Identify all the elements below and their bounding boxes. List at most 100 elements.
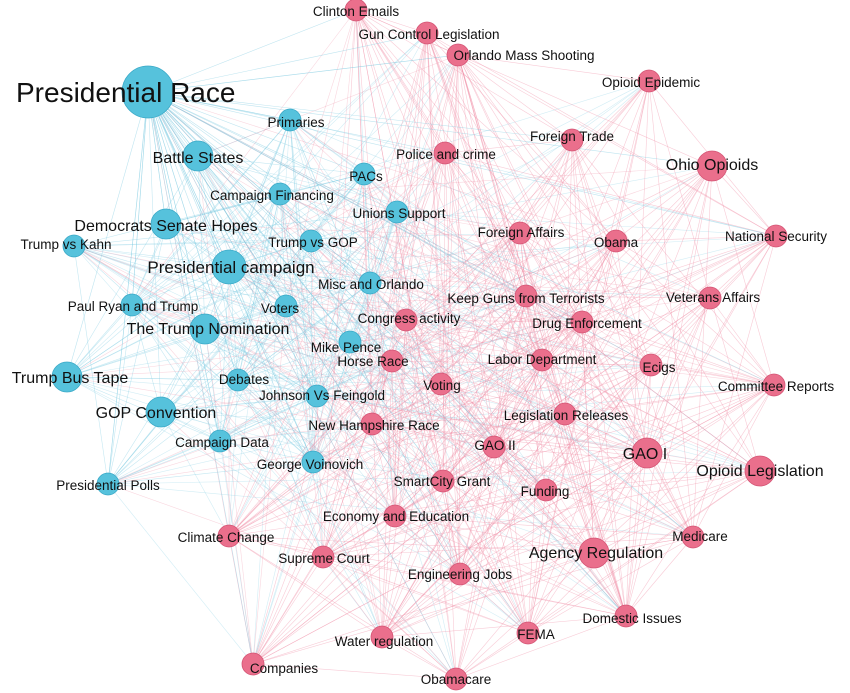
graph-edge bbox=[322, 360, 393, 558]
graph-edge bbox=[455, 470, 761, 680]
graph-edge bbox=[615, 240, 648, 454]
node-label-voting: Voting bbox=[423, 378, 461, 393]
graph-edge bbox=[457, 54, 461, 575]
graph-edge bbox=[381, 232, 521, 638]
graph-edge bbox=[381, 615, 627, 638]
graph-edge bbox=[197, 155, 324, 558]
graph-edge bbox=[285, 305, 314, 463]
node-label-ecigs: Ecigs bbox=[642, 360, 675, 375]
graph-edge bbox=[405, 319, 461, 575]
node-clinton-emails bbox=[344, 0, 368, 22]
graph-edge bbox=[455, 632, 529, 680]
graph-edge bbox=[440, 232, 521, 385]
graph-edge bbox=[289, 119, 457, 680]
graph-edge bbox=[252, 515, 396, 665]
graph-edge bbox=[107, 91, 149, 485]
graph-edge bbox=[107, 223, 167, 485]
graph-edge bbox=[252, 240, 617, 665]
graph-edge bbox=[310, 240, 314, 463]
graph-edge bbox=[527, 470, 761, 634]
graph-edge bbox=[228, 535, 457, 680]
graph-edge bbox=[363, 173, 648, 454]
node-climate-change bbox=[217, 524, 241, 548]
graph-edge bbox=[310, 32, 428, 242]
graph-edge bbox=[131, 304, 383, 638]
graph-edge bbox=[369, 282, 694, 538]
graph-edge bbox=[493, 446, 627, 617]
graph-edge bbox=[252, 297, 711, 665]
node-label-trump-vs-gop: Trump vs GOP bbox=[268, 235, 358, 250]
node-label-democrats-senate-hopes: Democrats Senate Hopes bbox=[74, 218, 257, 235]
graph-edge bbox=[197, 155, 529, 634]
graph-edge bbox=[285, 305, 373, 425]
graph-edge bbox=[394, 515, 595, 554]
node-trump-nomination bbox=[189, 313, 221, 345]
graph-edge bbox=[228, 193, 281, 537]
graph-edge bbox=[66, 119, 291, 378]
graph-edge bbox=[391, 360, 396, 517]
node-presidential-race bbox=[121, 65, 175, 119]
graph-edge bbox=[442, 139, 573, 482]
graph-edge bbox=[394, 32, 428, 517]
graph-edge bbox=[279, 193, 694, 538]
node-label-george-voinovich: George Voinovich bbox=[257, 457, 364, 472]
graph-edge bbox=[426, 32, 461, 575]
graph-edge bbox=[593, 235, 777, 554]
graph-edge bbox=[131, 304, 221, 442]
graph-edge bbox=[625, 536, 694, 617]
graph-edge bbox=[219, 440, 324, 558]
graph-edge bbox=[519, 232, 652, 366]
graph-edge bbox=[160, 364, 652, 413]
graph-edge bbox=[455, 321, 583, 680]
graph-edge bbox=[405, 232, 521, 321]
graph-edge bbox=[444, 152, 495, 448]
node-mike-pence bbox=[338, 330, 362, 354]
graph-edge bbox=[648, 80, 761, 472]
node-drug-enforcement bbox=[570, 310, 594, 334]
graph-edge bbox=[237, 379, 444, 482]
graph-edge bbox=[147, 91, 775, 386]
graph-edge bbox=[426, 32, 777, 237]
graph-edge bbox=[228, 535, 383, 638]
node-orlando-mass-shooting bbox=[446, 43, 470, 67]
node-agency-regulation bbox=[578, 537, 610, 569]
graph-edge bbox=[322, 235, 777, 558]
graph-edge bbox=[625, 297, 711, 617]
graph-edge bbox=[73, 245, 351, 343]
node-supreme-court bbox=[311, 545, 335, 569]
graph-edge bbox=[564, 413, 694, 538]
node-committee-reports bbox=[762, 373, 786, 397]
graph-edge bbox=[371, 423, 761, 472]
node-label-legislation-releases: Legislation Releases bbox=[504, 408, 629, 423]
graph-edge bbox=[405, 152, 446, 321]
graph-edge bbox=[73, 245, 457, 680]
graph-edge bbox=[73, 245, 566, 415]
graph-edge bbox=[107, 305, 287, 485]
graph-edge bbox=[66, 266, 230, 378]
graph-edge bbox=[66, 319, 407, 378]
graph-edge bbox=[405, 319, 775, 386]
graph-edge bbox=[228, 341, 351, 537]
graph-edge bbox=[322, 556, 383, 638]
graph-edge bbox=[371, 423, 461, 575]
graph-edge bbox=[459, 295, 527, 575]
graph-edge bbox=[381, 383, 442, 638]
graph-edge bbox=[289, 119, 444, 482]
graph-edge bbox=[147, 91, 398, 213]
node-label-paul-ryan-and-trump: Paul Ryan and Trump bbox=[68, 299, 199, 314]
graph-edge bbox=[322, 384, 775, 558]
graph-edge bbox=[440, 383, 648, 454]
graph-edge bbox=[525, 295, 761, 472]
graph-edge bbox=[493, 240, 617, 448]
graph-edge bbox=[147, 91, 318, 397]
node-trump-bus-tape bbox=[51, 361, 83, 393]
graph-edge bbox=[285, 305, 595, 554]
graph-edge bbox=[228, 152, 446, 268]
graph-edge bbox=[519, 139, 573, 234]
graph-edge bbox=[252, 384, 775, 665]
graph-edge bbox=[455, 295, 527, 680]
graph-edge bbox=[525, 295, 711, 299]
graph-edge bbox=[519, 232, 595, 554]
graph-edge bbox=[131, 32, 428, 306]
graph-edge bbox=[228, 266, 314, 463]
